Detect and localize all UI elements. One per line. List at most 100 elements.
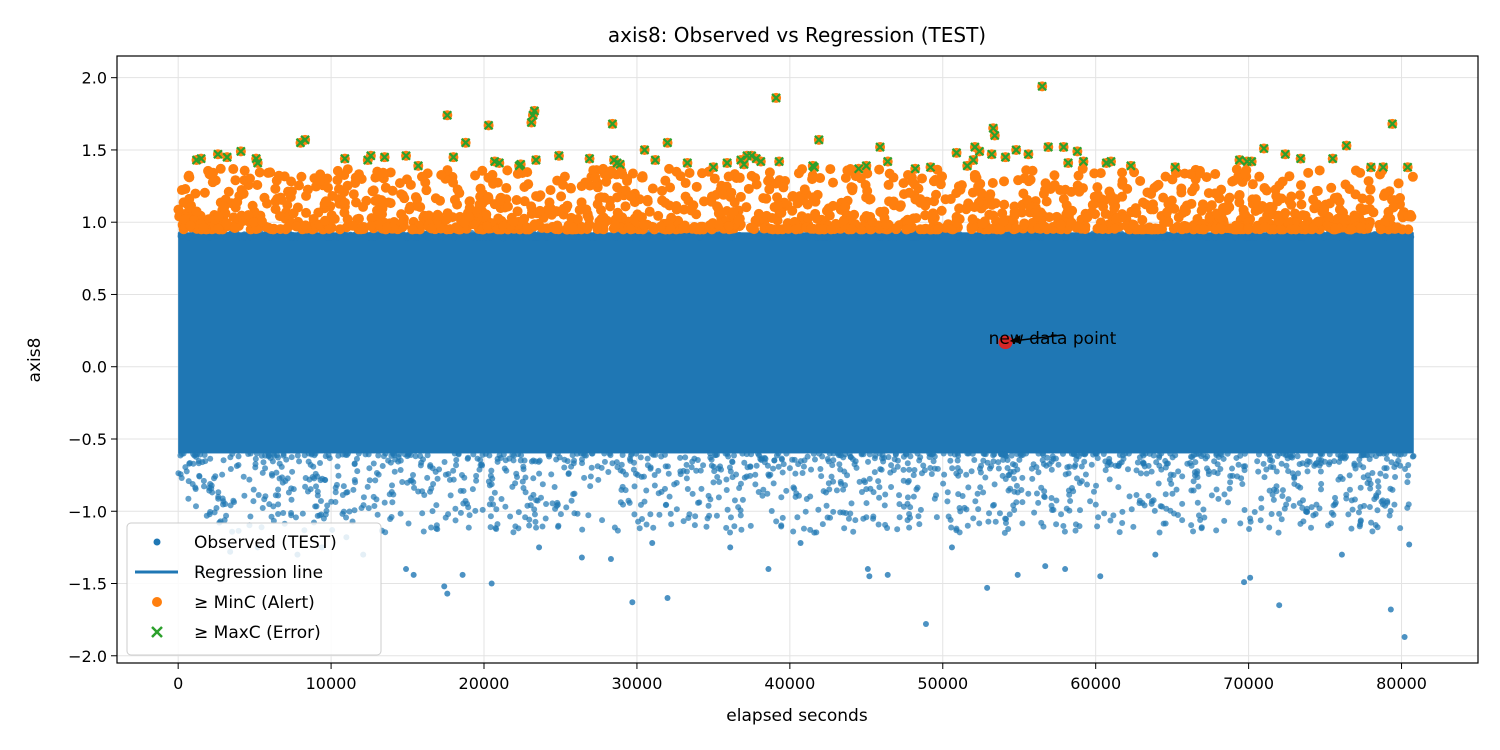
observed-point	[920, 462, 927, 469]
observed-point	[288, 496, 295, 503]
observed-point	[1153, 459, 1160, 466]
observed-point	[1273, 468, 1280, 475]
observed-point	[551, 484, 558, 491]
observed-point	[1093, 482, 1100, 489]
observed-point	[424, 474, 431, 481]
observed-point	[845, 515, 852, 522]
observed-point	[1295, 470, 1302, 477]
observed-point	[594, 463, 601, 470]
observed-point	[810, 450, 817, 457]
alert-point	[691, 181, 702, 192]
observed-point	[288, 234, 295, 241]
observed-point	[786, 465, 793, 472]
observed-point	[430, 480, 437, 487]
error-point	[252, 158, 263, 168]
error-point	[861, 161, 872, 171]
observed-point	[599, 517, 606, 524]
observed-point	[1192, 459, 1199, 466]
alert-point	[910, 194, 921, 205]
error-cross-stroke	[401, 150, 411, 161]
observed-point	[917, 454, 924, 461]
alert-point	[1095, 168, 1106, 179]
error-cross-stroke	[379, 152, 390, 162]
alert-point	[680, 178, 691, 189]
error-point	[1058, 142, 1069, 152]
alert-point	[879, 212, 890, 223]
alert-point	[846, 182, 857, 193]
alert-point	[302, 184, 313, 195]
observed-point	[1267, 457, 1274, 464]
error-cross-stroke	[448, 152, 459, 162]
observed-point	[1077, 507, 1084, 514]
alert-point	[828, 177, 839, 188]
observed-point	[1048, 494, 1055, 501]
observed-point	[380, 453, 387, 460]
alert-point	[920, 223, 931, 234]
observed-point	[1384, 498, 1391, 505]
error-cross-stroke	[236, 146, 246, 157]
observed-point	[910, 493, 917, 500]
observed-point	[324, 502, 331, 509]
observed-point	[954, 457, 961, 464]
observed-point	[465, 524, 472, 531]
observed-point	[696, 499, 703, 506]
observed-point	[565, 470, 572, 477]
observed-point	[631, 483, 638, 490]
observed-point	[1162, 464, 1169, 471]
observed-point	[1041, 493, 1048, 500]
annotation: new data point	[989, 329, 1117, 350]
observed-point	[539, 481, 546, 488]
observed-point	[829, 462, 836, 469]
observed-point	[1093, 450, 1100, 457]
observed-point	[887, 469, 894, 476]
alert-point	[926, 210, 937, 221]
alert-point	[1231, 164, 1242, 175]
observed-point	[420, 528, 427, 535]
observed-point	[1332, 501, 1339, 508]
alert-point	[967, 187, 978, 198]
alert-point	[601, 215, 612, 226]
error-cross-stroke	[1341, 140, 1352, 151]
observed-outlier	[1062, 566, 1069, 573]
alert-point	[319, 215, 330, 226]
observed-point	[1195, 512, 1202, 519]
alert-point	[477, 165, 488, 176]
alert-point	[1196, 205, 1207, 216]
observed-point	[620, 501, 627, 508]
observed-outlier	[864, 566, 871, 573]
observed-point	[644, 455, 651, 462]
alert-point	[1234, 191, 1245, 202]
error-cross-stroke	[460, 137, 471, 148]
observed-point	[1115, 484, 1122, 491]
observed-point	[1189, 454, 1196, 461]
observed-point	[1133, 491, 1140, 498]
observed-point	[1088, 461, 1095, 468]
observed-point	[1156, 529, 1163, 536]
alert-point	[891, 224, 902, 235]
observed-point	[1318, 486, 1325, 493]
observed-point	[487, 472, 494, 479]
observed-point	[955, 491, 962, 498]
alert-point	[1189, 182, 1200, 193]
observed-point	[1261, 474, 1268, 481]
observed-point	[664, 463, 671, 470]
alert-point	[223, 186, 234, 197]
observed-point	[1276, 510, 1283, 517]
observed-point	[636, 525, 643, 532]
error-point	[494, 158, 505, 168]
observed-point	[900, 453, 907, 460]
observed-point	[1102, 467, 1109, 474]
observed-point	[1063, 505, 1070, 512]
observed-point	[1173, 486, 1180, 493]
observed-point	[1279, 487, 1286, 494]
error-point	[1280, 149, 1291, 160]
observed-point	[748, 451, 755, 458]
observed-point	[1013, 482, 1020, 489]
error-point	[774, 156, 784, 167]
observed-point	[434, 475, 441, 482]
alert-point	[824, 210, 835, 221]
alert-point	[339, 207, 350, 218]
observed-point	[201, 452, 208, 459]
observed-point	[490, 501, 497, 508]
observed-point	[900, 503, 907, 510]
